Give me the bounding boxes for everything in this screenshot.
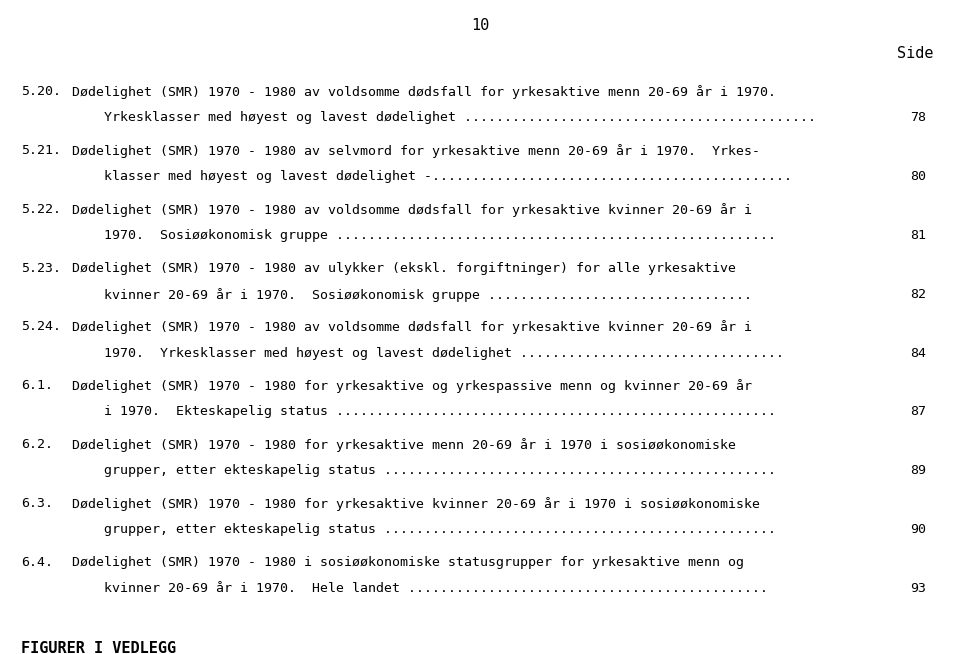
Text: Side: Side: [897, 46, 933, 61]
Text: Dødelighet (SMR) 1970 - 1980 for yrkesaktive og yrkespassive menn og kvinner 20-: Dødelighet (SMR) 1970 - 1980 for yrkesak…: [72, 379, 752, 393]
Text: Dødelighet (SMR) 1970 - 1980 for yrkesaktive kvinner 20-69 år i 1970 i sosiøøkon: Dødelighet (SMR) 1970 - 1980 for yrkesak…: [72, 497, 760, 511]
Text: 87: 87: [910, 405, 926, 419]
Text: 80: 80: [910, 170, 926, 183]
Text: 5.23.: 5.23.: [21, 262, 61, 275]
Text: 6.1.: 6.1.: [21, 379, 53, 392]
Text: 78: 78: [910, 111, 926, 124]
Text: 10: 10: [470, 18, 490, 33]
Text: Dødelighet (SMR) 1970 - 1980 av voldsomme dødsfall for yrkesaktive kvinner 20-69: Dødelighet (SMR) 1970 - 1980 av voldsomm…: [72, 320, 752, 334]
Text: FIGURER I VEDLEGG: FIGURER I VEDLEGG: [21, 641, 177, 654]
Text: klasser med høyest og lavest dødelighet -.......................................: klasser med høyest og lavest dødelighet …: [72, 170, 792, 183]
Text: 82: 82: [910, 288, 926, 301]
Text: Dødelighet (SMR) 1970 - 1980 i sosiøøkonomiske statusgrupper for yrkesaktive men: Dødelighet (SMR) 1970 - 1980 i sosiøøkon…: [72, 556, 744, 569]
Text: 5.22.: 5.22.: [21, 203, 61, 216]
Text: 6.3.: 6.3.: [21, 497, 53, 510]
Text: grupper, etter ekteskapelig status .............................................: grupper, etter ekteskapelig status .....…: [72, 464, 776, 477]
Text: Dødelighet (SMR) 1970 - 1980 for yrkesaktive menn 20-69 år i 1970 i sosiøøkonomi: Dødelighet (SMR) 1970 - 1980 for yrkesak…: [72, 438, 736, 452]
Text: 6.4.: 6.4.: [21, 556, 53, 569]
Text: Dødelighet (SMR) 1970 - 1980 av voldsomme dødsfall for yrkesaktive menn 20-69 år: Dødelighet (SMR) 1970 - 1980 av voldsomm…: [72, 85, 776, 99]
Text: 5.21.: 5.21.: [21, 144, 61, 157]
Text: grupper, etter ekteskapelig status .............................................: grupper, etter ekteskapelig status .....…: [72, 523, 776, 536]
Text: 6.2.: 6.2.: [21, 438, 53, 451]
Text: Dødelighet (SMR) 1970 - 1980 av voldsomme dødsfall for yrkesaktive kvinner 20-69: Dødelighet (SMR) 1970 - 1980 av voldsomm…: [72, 203, 752, 216]
Text: 5.24.: 5.24.: [21, 320, 61, 334]
Text: 1970.  Yrkesklasser med høyest og lavest dødelighet ............................: 1970. Yrkesklasser med høyest og lavest …: [72, 347, 784, 360]
Text: kvinner 20-69 år i 1970.  Sosiøøkonomisk gruppe ................................: kvinner 20-69 år i 1970. Sosiøøkonomisk …: [72, 288, 752, 301]
Text: 81: 81: [910, 229, 926, 242]
Text: 5.20.: 5.20.: [21, 85, 61, 98]
Text: 93: 93: [910, 582, 926, 595]
Text: 84: 84: [910, 347, 926, 360]
Text: Dødelighet (SMR) 1970 - 1980 av ulykker (ekskl. forgiftninger) for alle yrkesakt: Dødelighet (SMR) 1970 - 1980 av ulykker …: [72, 262, 736, 275]
Text: 89: 89: [910, 464, 926, 477]
Text: Yrkesklasser med høyest og lavest dødelighet ...................................: Yrkesklasser med høyest og lavest dødeli…: [72, 111, 816, 124]
Text: 1970.  Sosiøøkonomisk gruppe ...................................................: 1970. Sosiøøkonomisk gruppe ............…: [72, 229, 776, 242]
Text: kvinner 20-69 år i 1970.  Hele landet ..........................................: kvinner 20-69 år i 1970. Hele landet ...…: [72, 582, 768, 595]
Text: Dødelighet (SMR) 1970 - 1980 av selvmord for yrkesaktive menn 20-69 år i 1970.  : Dødelighet (SMR) 1970 - 1980 av selvmord…: [72, 144, 760, 158]
Text: i 1970.  Ekteskapelig status ...................................................: i 1970. Ekteskapelig status ............…: [72, 405, 776, 419]
Text: 90: 90: [910, 523, 926, 536]
